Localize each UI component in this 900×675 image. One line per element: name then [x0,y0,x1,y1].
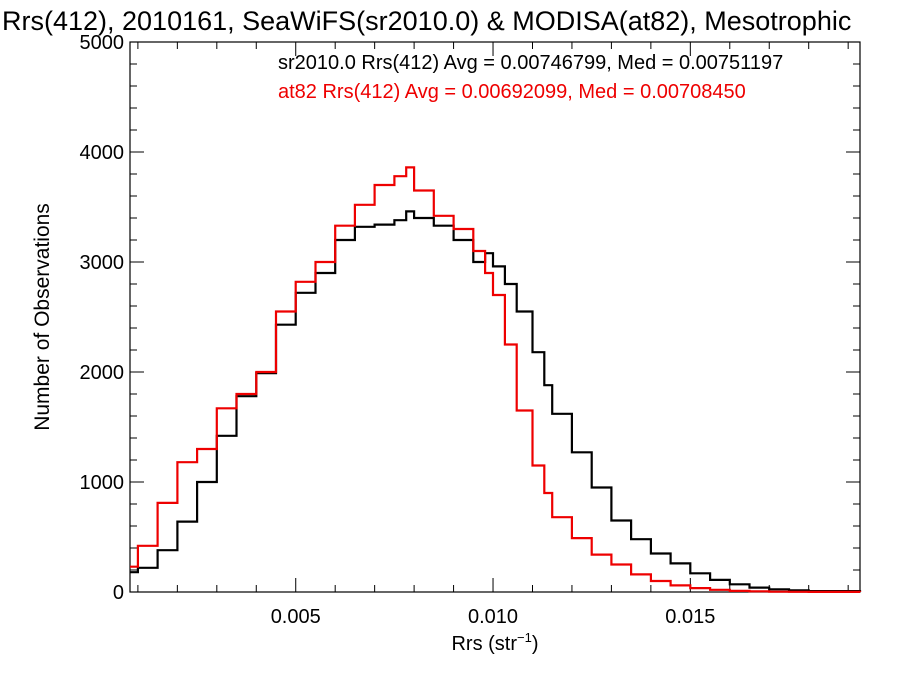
axis-tick-labels: 0.005 0.010 0.015 0 1000 2000 3000 4000 5000 [80,32,716,628]
x-axis-label-sup: −1 [517,630,532,645]
x-axis-label: Rrs (str−1) [451,630,538,655]
legend-entry-red: at82 Rrs(412) Avg = 0.00692099, Med = 0.… [278,81,746,103]
y-tick-label: 0 [113,582,124,604]
y-tick-label: 3000 [80,252,125,274]
series-line-sr2010-0 [130,210,862,593]
x-axis-label-main: Rrs (str [451,633,517,655]
y-tick-label: 4000 [80,142,125,164]
chart-title: Rrs(412), 2010161, SeaWiFS(sr2010.0) & M… [2,6,851,36]
y-axis-label: Number of Observations [31,203,54,431]
x-tick-label: 0.005 [271,606,321,628]
y-tick-label: 2000 [80,362,125,384]
y-tick-label: 1000 [80,472,125,494]
series-lines [130,166,862,593]
legend-entry-black: sr2010.0 Rrs(412) Avg = 0.00746799, Med … [278,52,783,74]
axis-ticks [130,41,860,593]
plot-frame [129,41,861,593]
y-tick-label: 5000 [80,32,125,54]
x-tick-label: 0.010 [468,606,518,628]
series-line-at82 [130,166,862,593]
x-axis-label-end: ) [532,633,539,655]
x-tick-label: 0.015 [665,606,715,628]
